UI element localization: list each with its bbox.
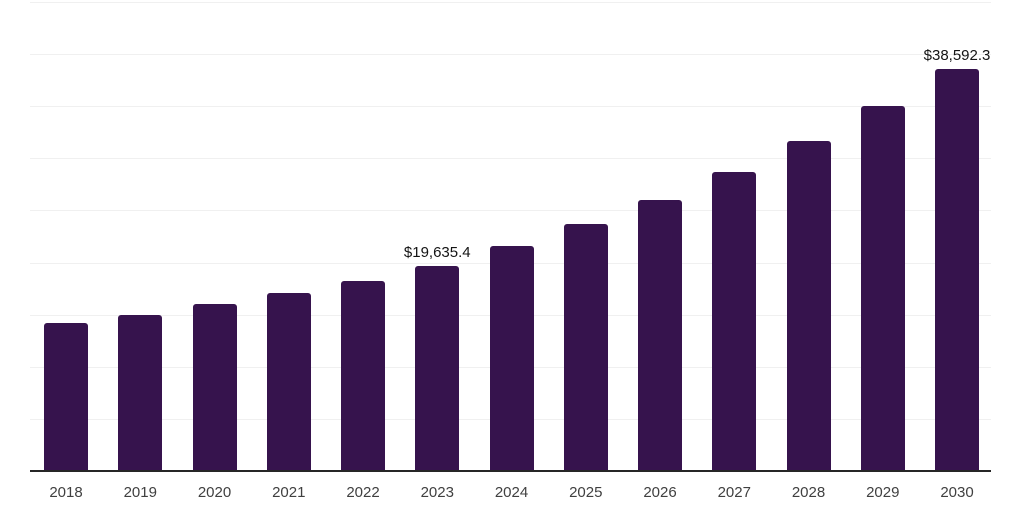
- x-axis: 2018 2019 2020 2021 2022 2023 2024 2025 2026 2027…: [30, 484, 991, 504]
- bar-2023: [415, 266, 460, 471]
- x-tick-label-2022: 2022: [346, 484, 380, 501]
- bar-2026: [638, 200, 682, 471]
- bar-2024: [489, 245, 534, 471]
- x-tick-label-2025: 2025: [569, 484, 603, 501]
- gridline: [30, 106, 991, 108]
- bar-2022: [341, 281, 385, 471]
- x-tick-label-2024: 2024: [494, 484, 529, 501]
- x-tick-label-2029: 2029: [866, 484, 900, 501]
- x-tick-label-2020: 2020: [197, 484, 232, 501]
- x-tick-label-2018: 2018: [49, 484, 83, 501]
- plot-area: $19,635.4 $38,592.3: [30, 2, 991, 471]
- bar-2030: [935, 68, 979, 471]
- bar-2021: [266, 293, 311, 471]
- gridline: [30, 210, 991, 212]
- gridline: [30, 2, 991, 3]
- bar-2020: [192, 303, 237, 471]
- bar-2019: [118, 315, 163, 471]
- bar-2027: [712, 171, 757, 471]
- x-tick-label-2026: 2026: [643, 484, 677, 501]
- bar-value-label-2030: $38,592.3: [923, 46, 991, 64]
- bar-value-label-2023: $19,635.4: [403, 244, 471, 262]
- x-tick-label-2030: 2030: [940, 484, 974, 501]
- gridline: [30, 158, 991, 160]
- x-tick-label-2021: 2021: [272, 484, 306, 501]
- x-tick-label-2028: 2028: [791, 484, 826, 501]
- bar-2018: [44, 322, 88, 471]
- bar-2028: [786, 140, 831, 471]
- gridline: [30, 54, 991, 56]
- x-tick-label-2019: 2019: [123, 484, 157, 501]
- bar-2029: [860, 106, 905, 471]
- x-tick-label-2027: 2027: [717, 484, 751, 501]
- x-tick-label-2023: 2023: [420, 484, 454, 501]
- x-axis-line: [30, 470, 991, 472]
- bar-2025: [563, 224, 608, 471]
